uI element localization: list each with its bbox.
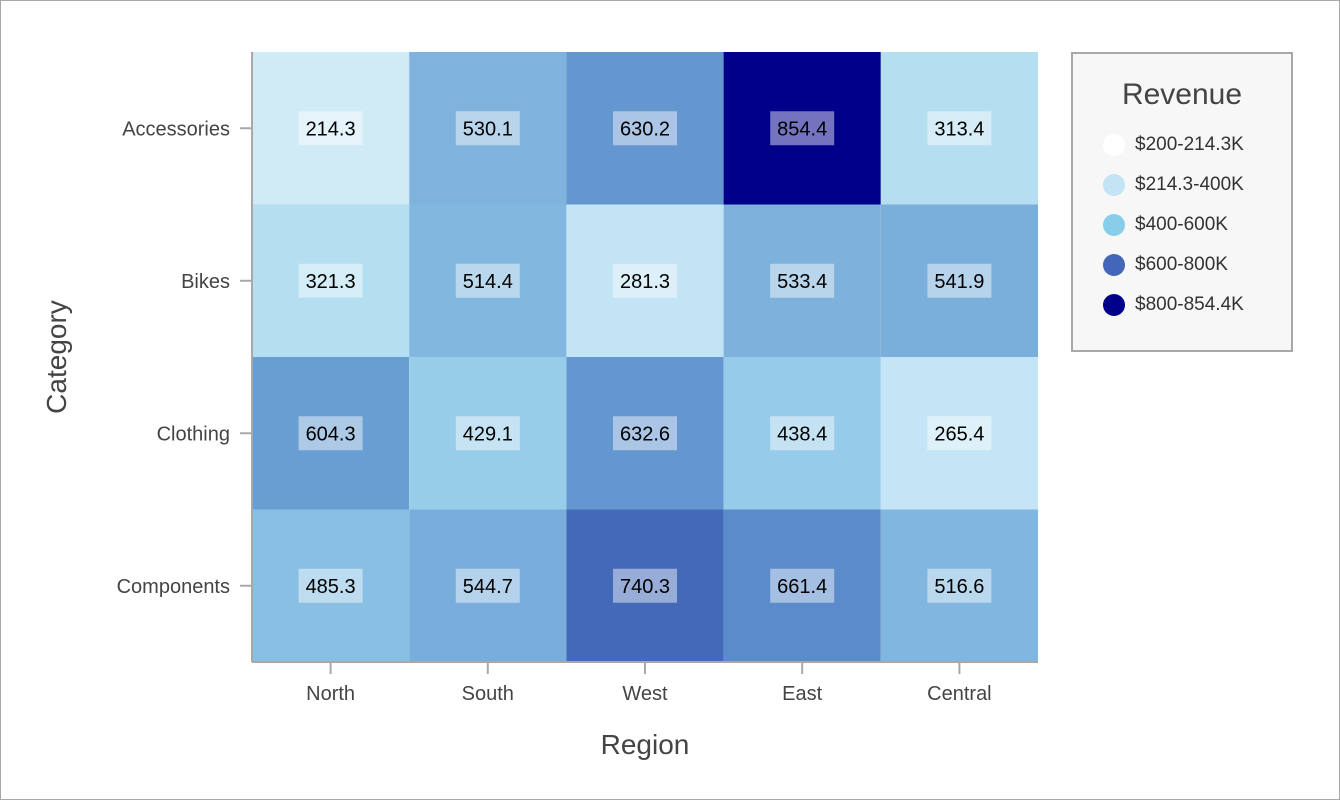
data-label-bg <box>613 263 677 298</box>
heatmap-cell <box>252 204 410 357</box>
legend-swatch-icon <box>1103 254 1125 276</box>
y-axis-title: Category <box>41 300 72 414</box>
x-tick-label: West <box>622 683 668 705</box>
heatmap-cell <box>566 52 724 205</box>
data-label-bg <box>298 263 363 298</box>
data-label: 541.9 <box>934 271 984 293</box>
x-tick-label: North <box>306 683 355 705</box>
heatmap-cell <box>409 509 567 662</box>
data-label: 265.4 <box>934 423 984 445</box>
data-label-bg <box>613 111 677 146</box>
data-label-bg <box>770 416 835 451</box>
data-label-bg <box>455 416 520 451</box>
data-label: 313.4 <box>934 118 984 140</box>
data-label: 514.4 <box>463 271 513 293</box>
heatmap-cell <box>409 204 567 357</box>
data-label-bg <box>927 568 992 603</box>
data-label: 429.1 <box>463 423 513 445</box>
data-label-bg <box>770 568 835 603</box>
heatmap-cell <box>723 509 881 662</box>
legend-swatch-icon <box>1103 134 1125 156</box>
legend-swatch-icon <box>1103 174 1125 196</box>
heatmap-cell <box>566 357 724 510</box>
data-label-bg <box>613 568 677 603</box>
heatmap-cell <box>566 509 724 662</box>
y-tick-label: Components <box>117 576 230 598</box>
data-label: 214.3 <box>306 118 356 140</box>
data-label-bg <box>455 568 520 603</box>
x-tick-label: South <box>462 683 514 705</box>
data-label-bg <box>455 263 520 298</box>
legend-item[interactable]: $800-854.4K <box>1103 285 1291 325</box>
y-tick-label: Accessories <box>122 118 230 140</box>
data-label-bg <box>927 111 992 146</box>
data-label: 516.6 <box>934 576 984 598</box>
data-label: 544.7 <box>463 576 513 598</box>
data-label: 854.4 <box>777 118 827 140</box>
data-label: 604.3 <box>306 423 356 445</box>
legend-label: $800-854.4K <box>1135 294 1244 315</box>
legend-item[interactable]: $400-600K <box>1103 205 1291 245</box>
heatmap-cell <box>723 52 881 205</box>
data-label-bg <box>927 263 992 298</box>
legend: Revenue $200-214.3K $214.3-400K $400-600K $… <box>1071 52 1293 352</box>
legend-label: $214.3-400K <box>1135 174 1244 195</box>
data-label: 485.3 <box>306 576 356 598</box>
heatmap-cell <box>880 357 1038 510</box>
heatmap-cell <box>566 204 724 357</box>
legend-title: Revenue <box>1121 78 1243 111</box>
legend-label: $600-800K <box>1135 254 1228 275</box>
data-label-bg <box>298 111 363 146</box>
data-label: 740.3 <box>620 576 670 598</box>
heatmap-cell <box>723 357 881 510</box>
data-label-bg <box>770 111 835 146</box>
data-label-bg <box>927 416 992 451</box>
heatmap-cell <box>409 357 567 510</box>
y-tick-label: Clothing <box>157 423 230 445</box>
legend-label: $200-214.3K <box>1135 134 1244 155</box>
legend-label: $400-600K <box>1135 214 1228 235</box>
y-tick-label: Bikes <box>181 271 230 293</box>
legend-item[interactable]: $214.3-400K <box>1103 165 1291 205</box>
heatmap-cell <box>880 52 1038 205</box>
data-label: 533.4 <box>777 271 827 293</box>
data-label-bg <box>298 416 363 451</box>
x-axis-title: Region <box>601 729 690 760</box>
data-label-bg <box>613 416 677 451</box>
heatmap-cell <box>723 204 881 357</box>
heatmap-cell <box>252 52 410 205</box>
data-label-bg <box>298 568 363 603</box>
data-label: 281.3 <box>620 271 670 293</box>
data-label: 530.1 <box>463 118 513 140</box>
legend-item[interactable]: $600-800K <box>1103 245 1291 285</box>
legend-item[interactable]: $200-214.3K <box>1103 125 1291 165</box>
heatmap-cell <box>409 52 567 205</box>
data-label-bg <box>455 111 520 146</box>
legend-swatch-icon <box>1103 294 1125 316</box>
data-label-bg <box>770 263 835 298</box>
heatmap-cell <box>252 509 410 662</box>
heatmap-cell <box>252 357 410 510</box>
data-label: 630.2 <box>620 118 670 140</box>
x-tick-label: Central <box>927 683 991 705</box>
heatmap-cell <box>880 509 1038 662</box>
legend-swatch-icon <box>1103 214 1125 236</box>
data-label: 438.4 <box>777 423 827 445</box>
x-tick-label: East <box>782 683 822 705</box>
data-label: 321.3 <box>306 271 356 293</box>
data-label: 632.6 <box>620 423 670 445</box>
heatmap-cell <box>880 204 1038 357</box>
data-label: 661.4 <box>777 576 827 598</box>
